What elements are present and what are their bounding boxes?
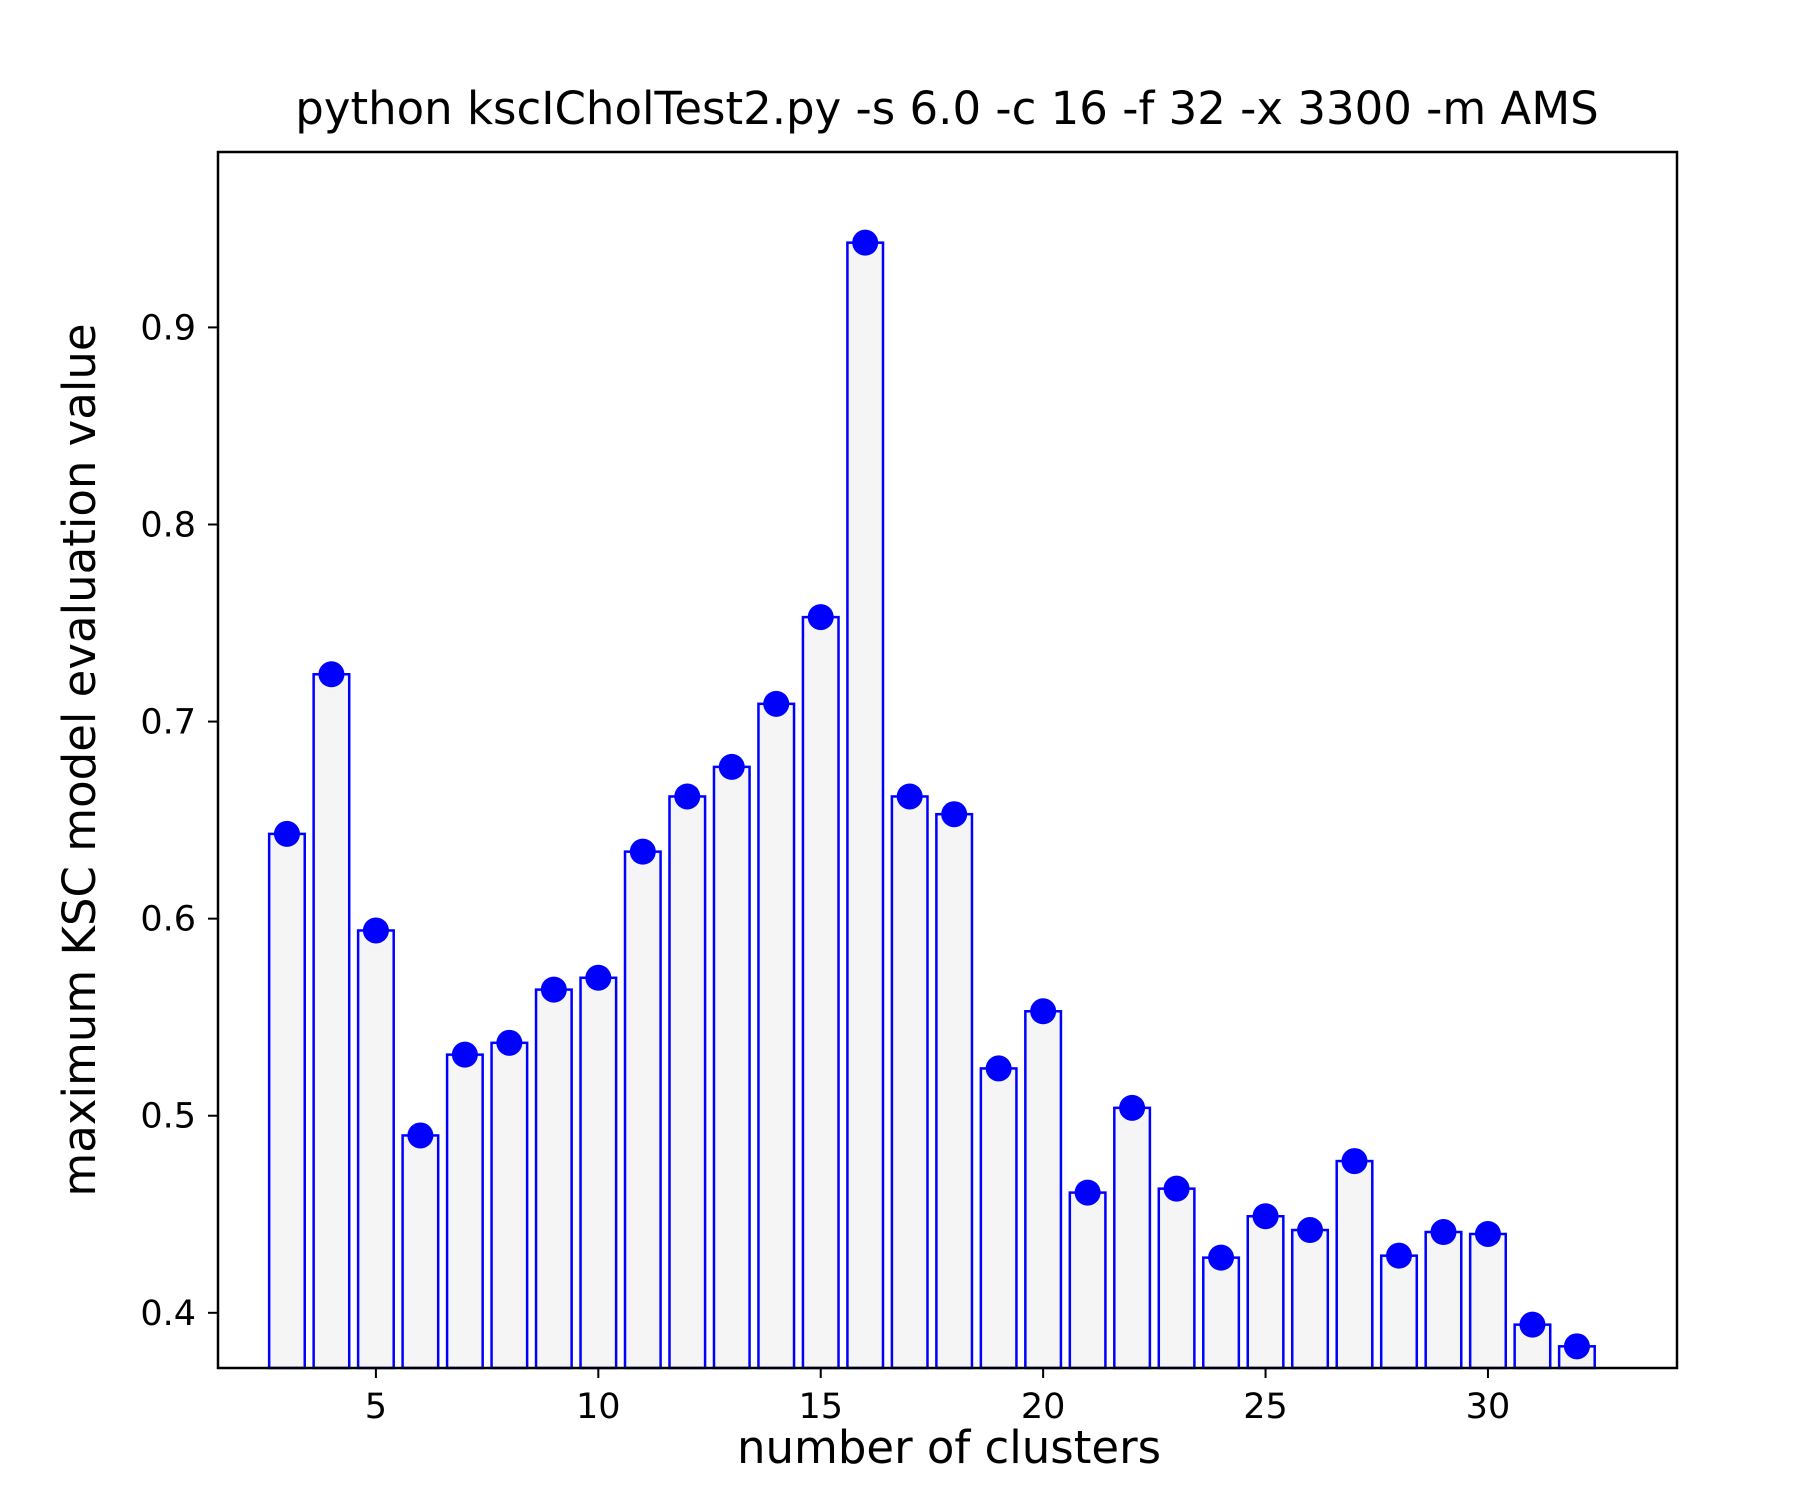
bar-15	[801, 615, 840, 1370]
bar-13	[712, 765, 751, 1370]
marker-20	[1030, 998, 1057, 1025]
bar-10	[579, 976, 618, 1370]
bar-12	[668, 795, 707, 1370]
bar-8	[490, 1041, 529, 1370]
marker-22	[1119, 1094, 1146, 1121]
marker-8	[496, 1029, 523, 1056]
x-tick-label-20: 20	[1021, 1387, 1066, 1427]
marker-16	[852, 229, 879, 256]
y-tick-label-0.8: 0.8	[140, 505, 196, 545]
x-tick-label-25: 25	[1243, 1387, 1288, 1427]
bar-20	[1024, 1010, 1063, 1370]
marker-14	[763, 690, 790, 717]
y-tick-label-0.4: 0.4	[140, 1294, 196, 1334]
marker-6	[407, 1122, 434, 1149]
bar-21	[1068, 1191, 1107, 1370]
x-tick-label-15: 15	[798, 1387, 843, 1427]
x-axis: 5 10 15 20 25 30	[365, 1368, 1510, 1427]
marker-13	[718, 753, 745, 780]
marker-10	[585, 964, 612, 991]
y-tick-label-0.9: 0.9	[140, 308, 196, 348]
marker-23	[1163, 1175, 1190, 1202]
y-axis-label: maximum KSC model evaluation value	[53, 323, 106, 1196]
x-tick-label-5: 5	[365, 1387, 387, 1427]
marker-4	[318, 661, 345, 688]
bar-7	[445, 1053, 484, 1370]
marker-series	[273, 229, 1590, 1360]
marker-27	[1341, 1148, 1368, 1175]
marker-21	[1074, 1179, 1101, 1206]
bar-4	[312, 673, 351, 1370]
marker-19	[985, 1055, 1012, 1082]
bar-28	[1379, 1254, 1419, 1370]
bar-23	[1157, 1187, 1196, 1370]
bar-30	[1468, 1232, 1507, 1370]
marker-3	[273, 820, 300, 847]
marker-9	[540, 976, 567, 1003]
x-tick-label-30: 30	[1466, 1387, 1511, 1427]
marker-25	[1252, 1203, 1279, 1230]
bar-29	[1424, 1230, 1463, 1370]
x-axis-label: number of clusters	[737, 1421, 1161, 1474]
bar-17	[890, 795, 929, 1370]
bar-22	[1113, 1106, 1152, 1370]
x-tick-label-10: 10	[576, 1387, 621, 1427]
bar-18	[935, 812, 974, 1370]
marker-12	[674, 783, 701, 810]
marker-31	[1519, 1311, 1546, 1338]
marker-5	[362, 917, 389, 944]
marker-18	[941, 801, 968, 828]
marker-11	[629, 838, 656, 865]
marker-32	[1563, 1333, 1590, 1360]
marker-15	[807, 604, 834, 631]
bar-19	[979, 1067, 1018, 1370]
bar-5	[356, 929, 395, 1370]
marker-26	[1297, 1217, 1324, 1244]
chart-title: python kscICholTest2.py -s 6.0 -c 16 -f …	[295, 82, 1598, 135]
marker-29	[1430, 1219, 1457, 1246]
axes-frame	[216, 150, 1679, 1370]
marker-28	[1385, 1242, 1412, 1269]
marker-17	[896, 783, 923, 810]
y-tick-label-0.6: 0.6	[140, 900, 196, 940]
bar-series	[267, 241, 1596, 1370]
bar-11	[623, 850, 662, 1370]
bar-26	[1290, 1228, 1330, 1370]
bar-14	[757, 702, 796, 1370]
bar-6	[401, 1134, 440, 1370]
bar-16	[846, 241, 885, 1370]
y-tick-label-0.5: 0.5	[140, 1097, 196, 1137]
marker-30	[1474, 1220, 1501, 1247]
bar-25	[1246, 1214, 1285, 1370]
y-axis: 0.4 0.5 0.6 0.7 0.8 0.9	[140, 308, 218, 1334]
marker-7	[451, 1041, 478, 1068]
bar-3	[267, 832, 306, 1370]
bar-9	[534, 988, 573, 1370]
bar-24	[1202, 1256, 1241, 1370]
marker-24	[1208, 1244, 1235, 1271]
bar-27	[1335, 1159, 1374, 1370]
y-tick-label-0.7: 0.7	[140, 703, 196, 743]
